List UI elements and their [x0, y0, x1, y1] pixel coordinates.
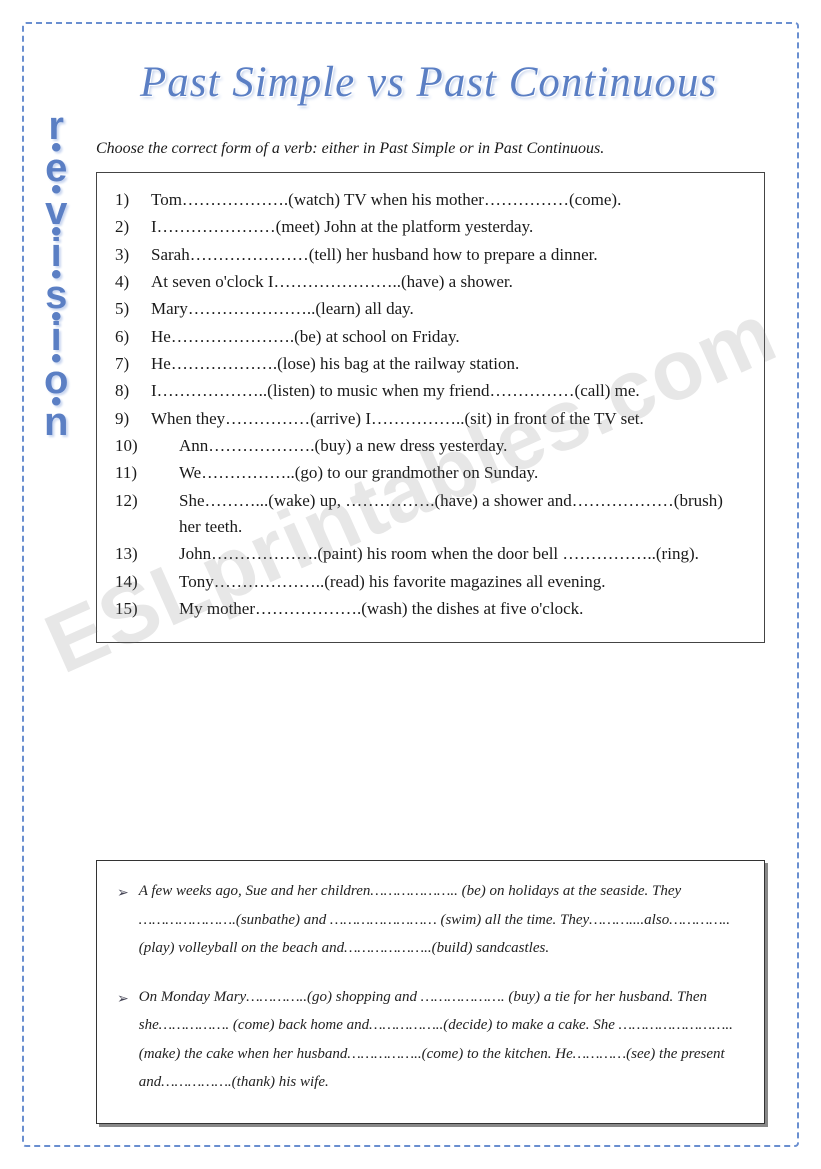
item-number: 7) [115, 351, 151, 377]
item-number: 8) [115, 378, 151, 404]
item-number: 1) [115, 187, 151, 213]
exercise-box: 1)Tom……………….(watch) TV when his mother……… [96, 172, 765, 643]
item-text: Mary…………………..(learn) all day. [151, 296, 746, 322]
item-text: Ann……………….(buy) a new dress yesterday. [179, 433, 746, 459]
exercise-item: 12)She………...(wake) up, …………….(have) a sh… [115, 488, 746, 541]
exercise-item: 9)When they……………(arrive) I……………..(sit) i… [115, 406, 746, 432]
item-number: 12) [115, 488, 179, 541]
exercise-item: 7)He……………….(lose) his bag at the railway… [115, 351, 746, 377]
bullet-icon: ➢ [117, 877, 129, 963]
item-text: Tony………………..(read) his favorite magazine… [179, 569, 746, 595]
main-title: Past Simple vs Past Continuous [140, 58, 771, 107]
exercise-item: 6)He………………….(be) at school on Friday. [115, 324, 746, 350]
item-number: 15) [115, 596, 179, 622]
item-text: At seven o'clock I…………………..(have) a show… [151, 269, 746, 295]
paragraph-item: ➢A few weeks ago, Sue and her children……… [117, 877, 744, 963]
instruction-text: Choose the correct form of a verb: eithe… [96, 140, 771, 158]
worksheet-content: r•e•v•i•s•i•o•n Past Simple vs Past Cont… [50, 40, 771, 1129]
item-text: When they……………(arrive) I……………..(sit) in … [151, 406, 746, 432]
exercise-item: 5)Mary…………………..(learn) all day. [115, 296, 746, 322]
paragraph-text: A few weeks ago, Sue and her children………… [139, 877, 744, 963]
item-text: He……………….(lose) his bag at the railway s… [151, 351, 746, 377]
item-text: He………………….(be) at school on Friday. [151, 324, 746, 350]
item-number: 6) [115, 324, 151, 350]
exercise-item: 13)John……………….(paint) his room when the … [115, 541, 746, 567]
paragraph-text: On Monday Mary…………..(go) shopping and ……… [139, 983, 744, 1097]
bullet-icon: ➢ [117, 983, 129, 1097]
item-text: Tom……………….(watch) TV when his mother…………… [151, 187, 746, 213]
item-text: Sarah…………………(tell) her husband how to pr… [151, 242, 746, 268]
exercise-item: 4)At seven o'clock I…………………..(have) a sh… [115, 269, 746, 295]
exercise-item: 8)I………………..(listen) to music when my fri… [115, 378, 746, 404]
exercise-item: 10)Ann……………….(buy) a new dress yesterday… [115, 433, 746, 459]
exercise-item: 11)We……………..(go) to our grandmother on S… [115, 460, 746, 486]
vertical-revision-label: r•e•v•i•s•i•o•n [44, 112, 67, 437]
item-text: She………...(wake) up, …………….(have) a showe… [179, 488, 746, 541]
exercise-item: 1)Tom……………….(watch) TV when his mother……… [115, 187, 746, 213]
exercise-item: 15)My mother……………….(wash) the dishes at … [115, 596, 746, 622]
item-text: We……………..(go) to our grandmother on Sund… [179, 460, 746, 486]
exercise-item: 14)Tony………………..(read) his favorite magaz… [115, 569, 746, 595]
item-number: 4) [115, 269, 151, 295]
item-text: I………………..(listen) to music when my frien… [151, 378, 746, 404]
item-text: My mother……………….(wash) the dishes at fiv… [179, 596, 746, 622]
item-number: 10) [115, 433, 179, 459]
item-text: I…………………(meet) John at the platform yest… [151, 214, 746, 240]
vertical-letter: n [44, 408, 67, 437]
paragraph-box: ➢A few weeks ago, Sue and her children……… [96, 860, 765, 1124]
item-text: John……………….(paint) his room when the doo… [179, 541, 746, 567]
exercise-item: 3)Sarah…………………(tell) her husband how to … [115, 242, 746, 268]
item-number: 14) [115, 569, 179, 595]
paragraph-item: ➢On Monday Mary…………..(go) shopping and …… [117, 983, 744, 1097]
item-number: 3) [115, 242, 151, 268]
item-number: 11) [115, 460, 179, 486]
item-number: 9) [115, 406, 151, 432]
item-number: 13) [115, 541, 179, 567]
item-number: 5) [115, 296, 151, 322]
item-number: 2) [115, 214, 151, 240]
exercise-item: 2)I…………………(meet) John at the platform ye… [115, 214, 746, 240]
